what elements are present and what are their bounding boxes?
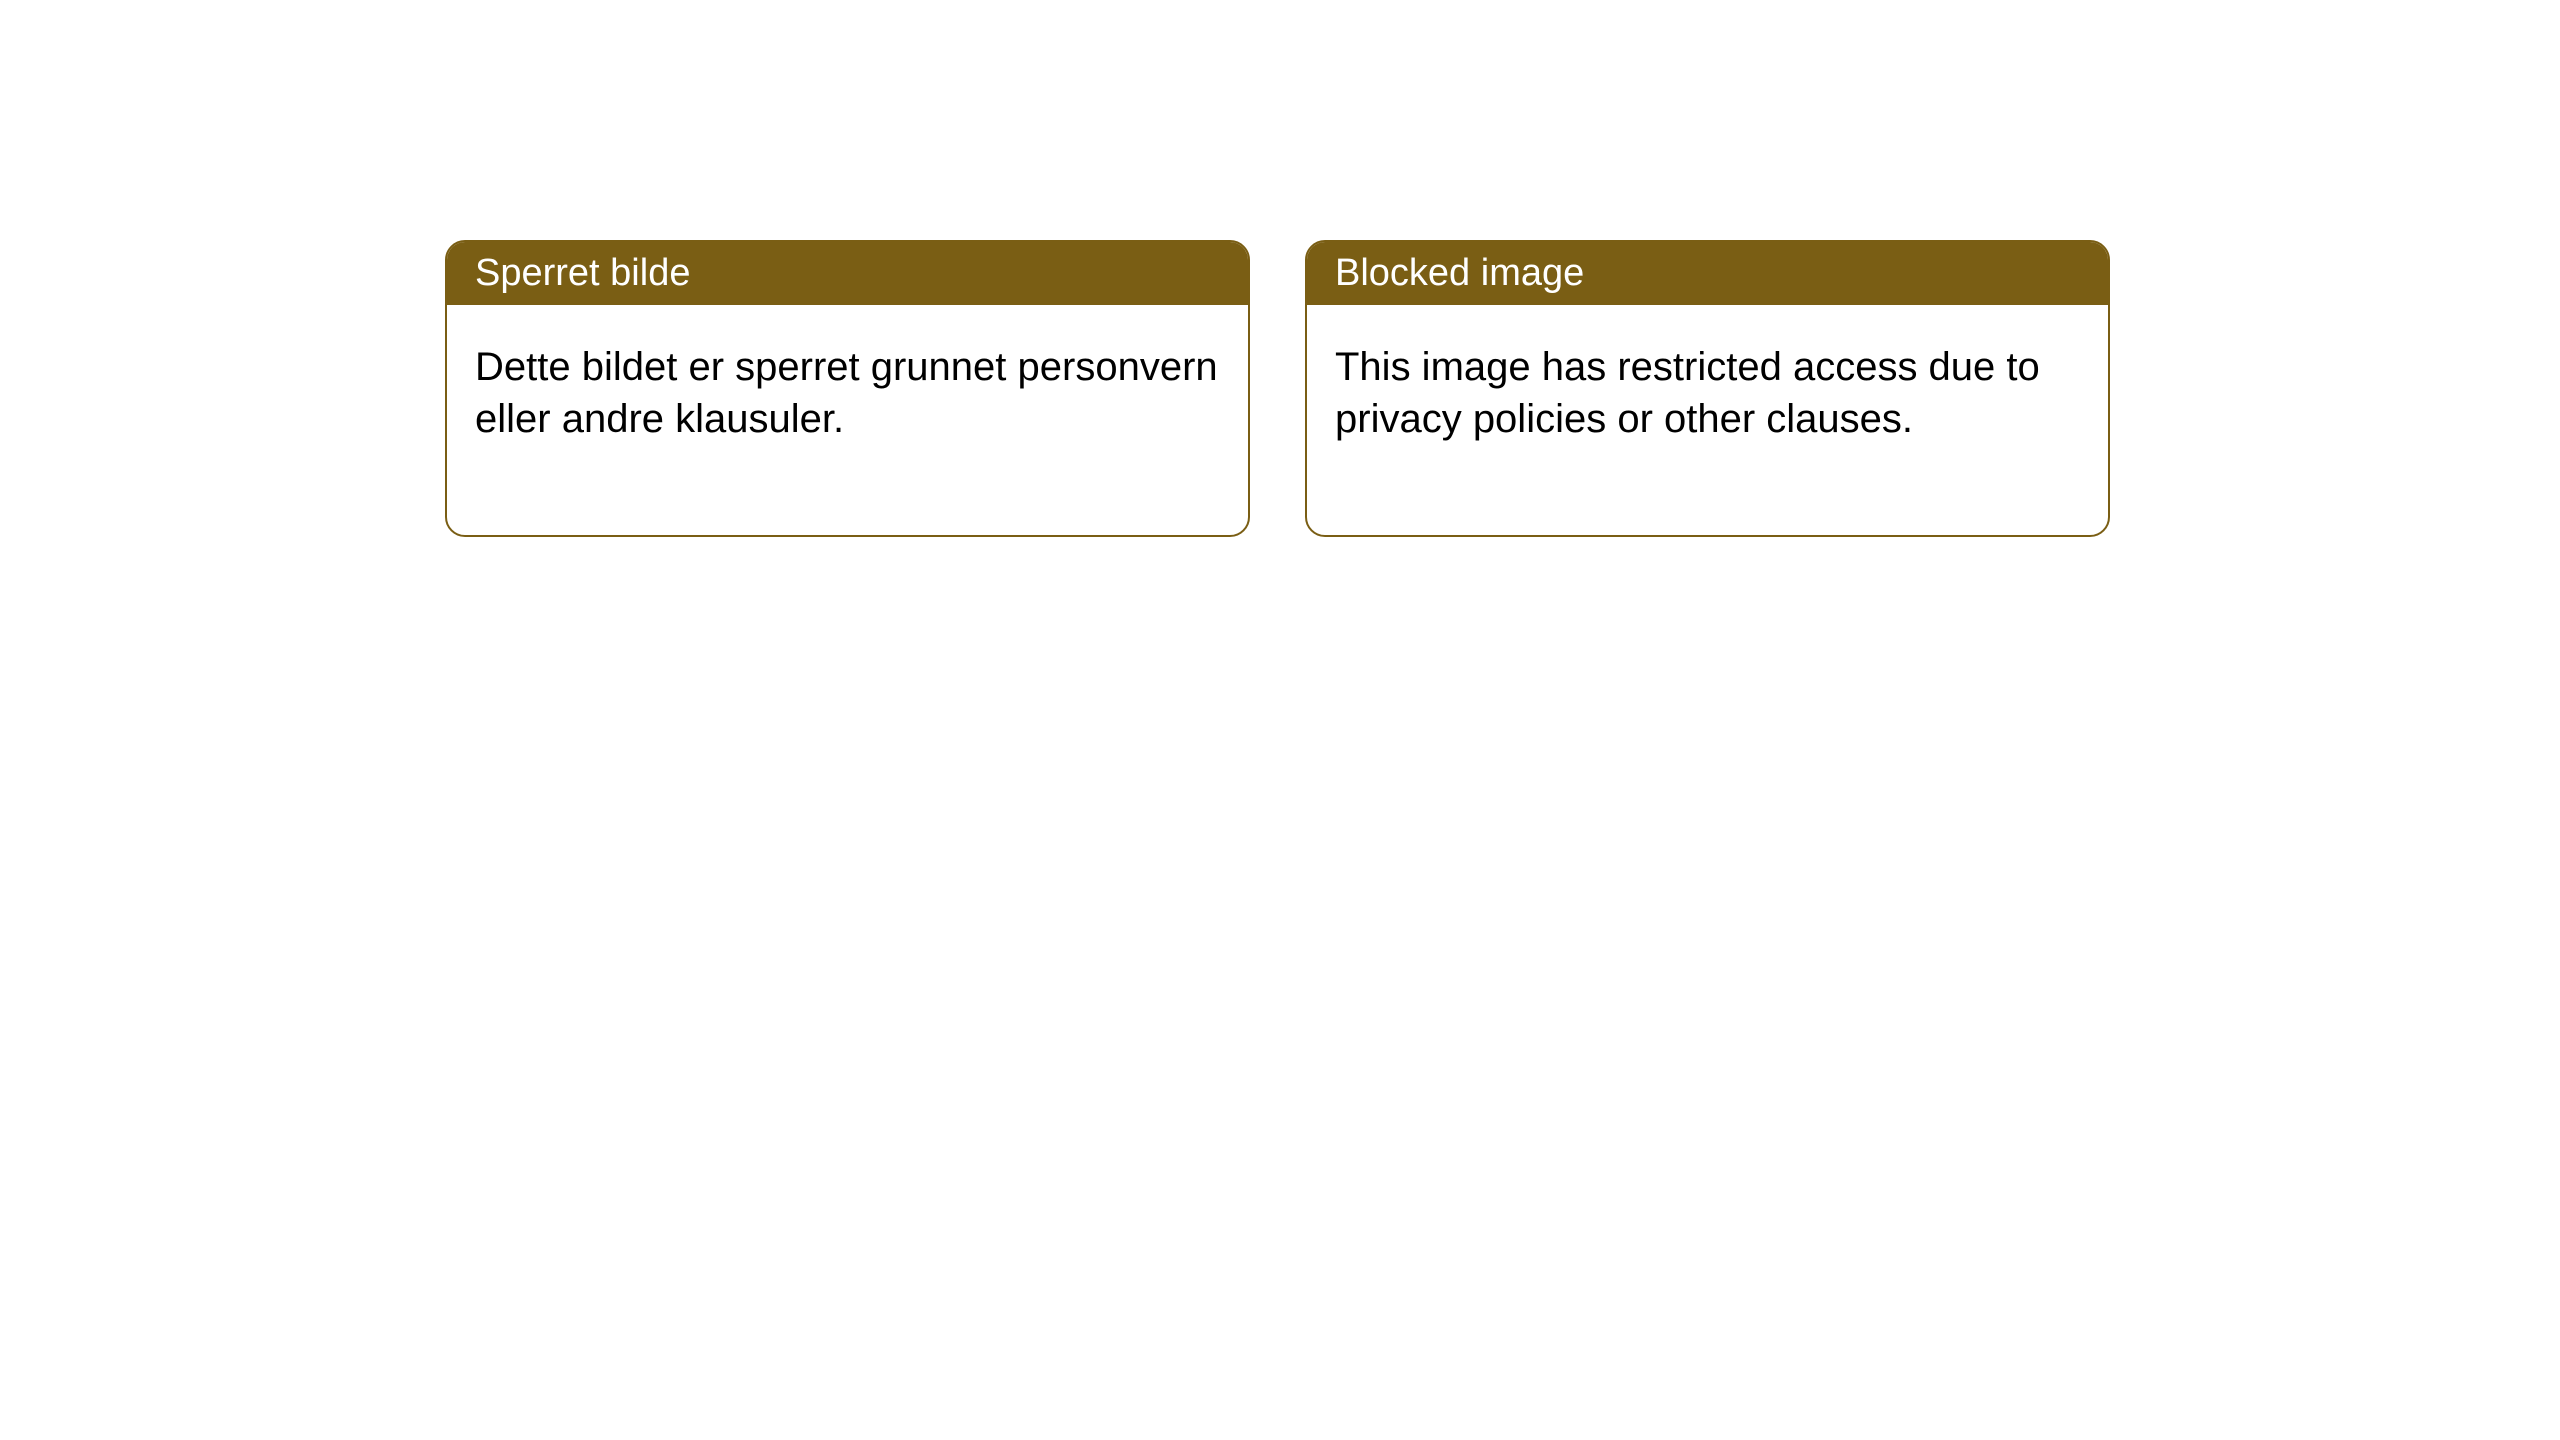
notice-title: Blocked image	[1335, 252, 1584, 294]
notice-card-norwegian: Sperret bilde Dette bildet er sperret gr…	[445, 240, 1250, 537]
notice-container: Sperret bilde Dette bildet er sperret gr…	[0, 0, 2560, 537]
notice-header: Blocked image	[1307, 242, 2108, 305]
notice-text: Dette bildet er sperret grunnet personve…	[475, 345, 1218, 441]
notice-header: Sperret bilde	[447, 242, 1248, 305]
notice-body: Dette bildet er sperret grunnet personve…	[447, 305, 1248, 535]
notice-body: This image has restricted access due to …	[1307, 305, 2108, 535]
notice-text: This image has restricted access due to …	[1335, 345, 2040, 441]
notice-title: Sperret bilde	[475, 252, 690, 294]
notice-card-english: Blocked image This image has restricted …	[1305, 240, 2110, 537]
